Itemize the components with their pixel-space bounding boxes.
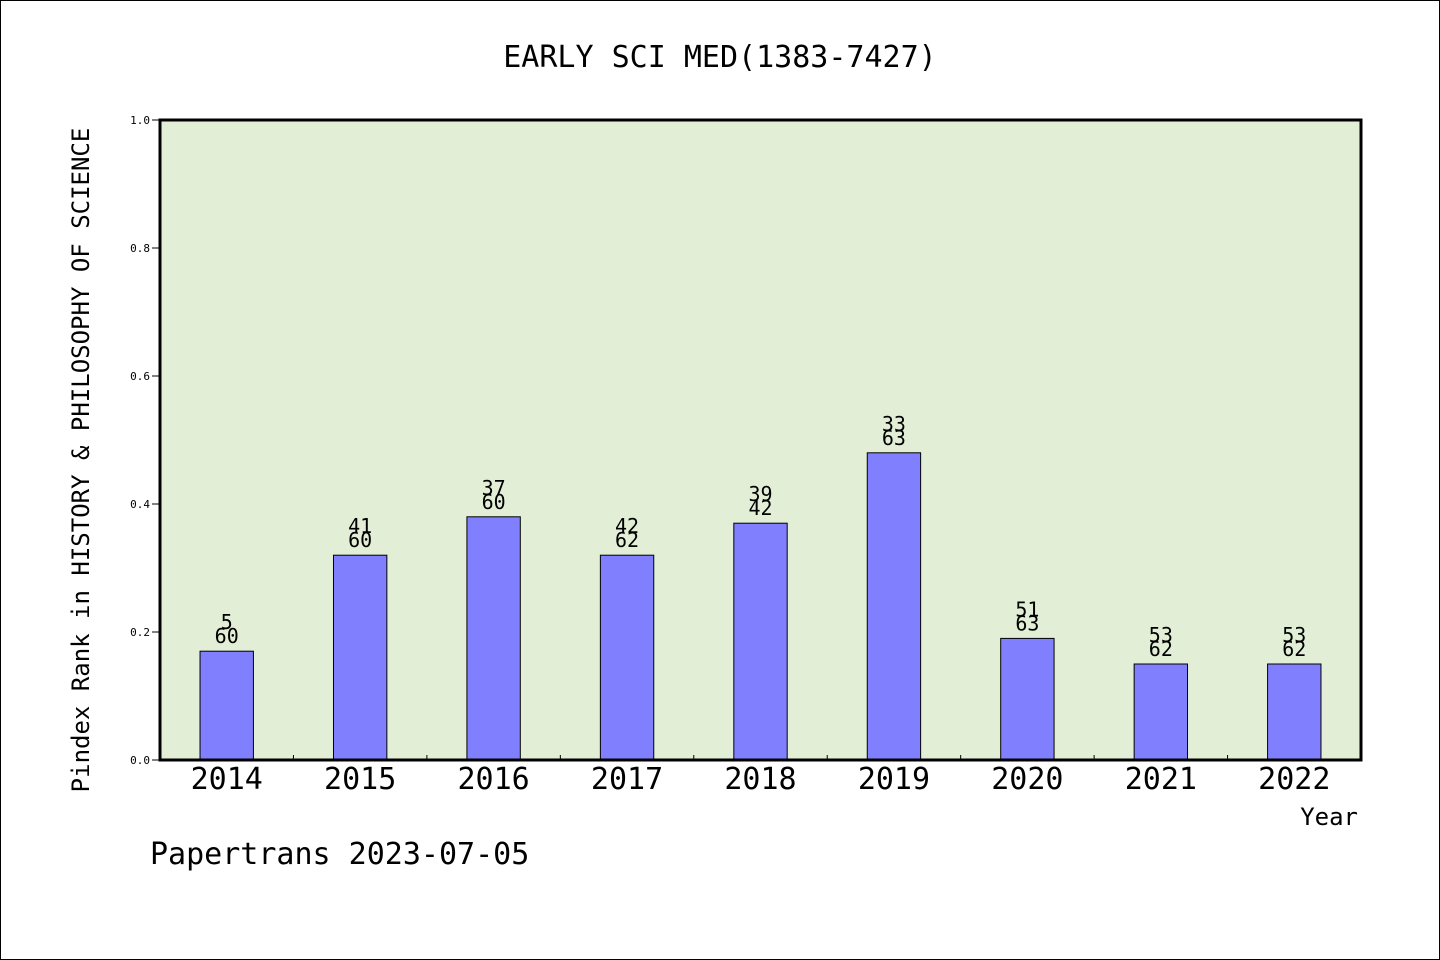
bar-2015 <box>332 554 388 761</box>
x-tick-label-2016: 2016 <box>457 762 529 797</box>
x-tick-label-2017: 2017 <box>591 762 663 797</box>
bar-rank-label-2021: 53 <box>1149 623 1173 647</box>
bar-total-label-2016: 60 <box>482 490 506 514</box>
plot-border <box>158 118 1363 762</box>
bar-rank-label-2020: 51 <box>1015 597 1039 621</box>
y-tick-label-1.0: 1.0 <box>130 114 150 127</box>
y-tick-label-0.6: 0.6 <box>130 370 150 383</box>
y-tick-label-0.4: 0.4 <box>130 498 150 511</box>
bar-total-label-2019: 63 <box>882 426 906 450</box>
bar-2016 <box>466 516 521 761</box>
bar-2014 <box>199 650 254 761</box>
footer-credit: Papertrans 2023-07-05 <box>150 837 529 872</box>
x-tick-label-2014: 2014 <box>191 762 263 797</box>
bar-total-label-2015: 60 <box>348 528 372 552</box>
bar-total-label-2018: 42 <box>748 496 772 520</box>
bar-total-label-2022: 62 <box>1282 637 1306 661</box>
x-tick-label-2021: 2021 <box>1125 762 1197 797</box>
x-tick-label-2022: 2022 <box>1258 762 1330 797</box>
bar-2021 <box>1133 663 1189 761</box>
bar-2020 <box>1000 637 1055 761</box>
bar-rank-label-2015: 41 <box>348 514 372 538</box>
bar-rank-label-2022: 53 <box>1282 623 1306 647</box>
chart-title: EARLY SCI MED(1383-7427) <box>503 40 936 75</box>
bar-total-label-2020: 63 <box>1015 611 1039 635</box>
bar-rank-label-2019: 33 <box>882 412 906 436</box>
bar-2019 <box>866 452 922 761</box>
bar-rank-label-2016: 37 <box>482 476 506 500</box>
bar-total-label-2021: 62 <box>1149 637 1173 661</box>
bar-2018 <box>733 522 788 761</box>
x-tick-label-2015: 2015 <box>324 762 396 797</box>
bar-rank-label-2014: 5 <box>221 610 233 634</box>
x-axis: 2014 2015 2016 2017 2018 2019 2020 2021 2022 <box>191 755 1330 797</box>
bar-total-label-2017: 62 <box>615 528 639 552</box>
y-tick-label-0.2: 0.2 <box>130 626 150 639</box>
x-tick-label-2020: 2020 <box>991 762 1063 797</box>
x-axis-label: Year <box>1300 803 1358 831</box>
x-tick-label-2018: 2018 <box>724 762 796 797</box>
bar-rank-label-2018: 39 <box>748 482 772 506</box>
bar-2022 <box>1267 663 1322 761</box>
bar-2017 <box>599 554 655 761</box>
y-tick-label-0.0: 0.0 <box>130 754 150 767</box>
y-tick-label-0.8: 0.8 <box>130 242 150 255</box>
y-axis: 0.0 0.2 0.4 0.6 0.8 1.0 <box>130 114 160 767</box>
y-axis-label: Pindex Rank in HISTORY & PHILOSOPHY OF S… <box>67 128 95 793</box>
bar-rank-label-2017: 42 <box>615 514 639 538</box>
x-tick-label-2019: 2019 <box>858 762 930 797</box>
bar-total-label-2014: 60 <box>215 624 239 648</box>
